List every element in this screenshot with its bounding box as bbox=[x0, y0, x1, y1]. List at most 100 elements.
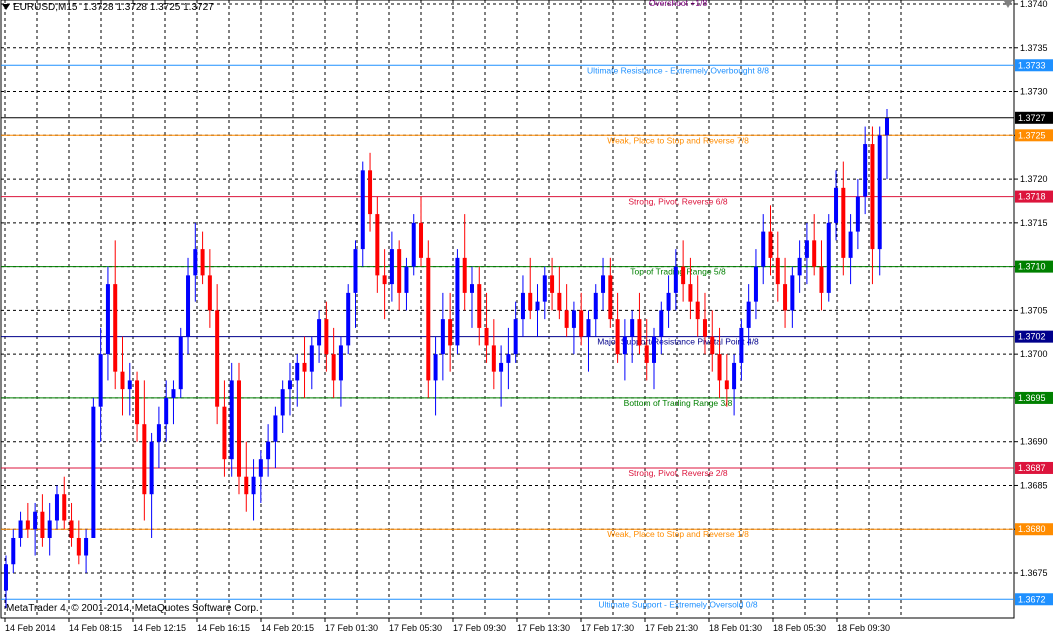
candle-body bbox=[702, 319, 707, 337]
level-price-tag bbox=[1015, 593, 1053, 606]
ohlc-values: 1.3728 1.3728 1.3725 1.3727 bbox=[83, 2, 214, 13]
candle-body bbox=[280, 389, 285, 416]
candle-body bbox=[477, 284, 482, 328]
level-label: Strong, Pivot, Reverse 2/8 bbox=[628, 468, 727, 478]
candle-body bbox=[54, 494, 59, 521]
candle-body bbox=[834, 187, 839, 223]
candle-body bbox=[513, 319, 518, 355]
level-price-tag-text: 1.3733 bbox=[1018, 60, 1046, 70]
candle-body bbox=[863, 144, 868, 197]
candle-body bbox=[615, 319, 620, 355]
candle-body bbox=[426, 257, 431, 381]
candle-body bbox=[258, 459, 263, 477]
level-price-tag bbox=[1015, 330, 1053, 343]
candle-body bbox=[324, 319, 329, 355]
candle-body bbox=[783, 284, 788, 311]
current-price-tag bbox=[1015, 111, 1053, 124]
candle-body bbox=[557, 292, 562, 311]
candle-body bbox=[681, 266, 686, 285]
x-tick-label: 14 Feb 16:15 bbox=[197, 623, 250, 633]
y-tick-label: 1.3700 bbox=[1020, 349, 1048, 359]
level-label: Strong, Pivot, Reverse 6/8 bbox=[628, 197, 727, 207]
dropdown-triangle-icon bbox=[2, 4, 10, 11]
candle-body bbox=[797, 257, 802, 276]
candle-body bbox=[360, 170, 365, 250]
candle-body bbox=[368, 170, 373, 215]
y-tick-label: 1.3730 bbox=[1020, 87, 1048, 97]
chart-shift-icon bbox=[1004, 1, 1012, 8]
candle-body bbox=[164, 397, 169, 425]
candle-body bbox=[419, 222, 424, 258]
level-price-tag bbox=[1015, 391, 1053, 404]
candle-body bbox=[229, 380, 234, 460]
candle-body bbox=[186, 275, 191, 337]
candle-body bbox=[732, 362, 737, 390]
candle-body bbox=[630, 319, 635, 337]
y-tick-label: 1.3735 bbox=[1020, 43, 1048, 53]
candle-body bbox=[564, 310, 569, 328]
level-price-tag-text: 1.3718 bbox=[1018, 192, 1046, 202]
level-label: Bottom of Trading Range 3/8 bbox=[624, 398, 733, 408]
candle-body bbox=[462, 257, 467, 293]
x-tick-label: 17 Feb 13:30 bbox=[517, 623, 570, 633]
x-tick-label: 14 Feb 08:15 bbox=[69, 623, 122, 633]
level-price-tag-text: 1.3687 bbox=[1018, 463, 1046, 473]
candle-body bbox=[506, 354, 511, 363]
candle-body bbox=[637, 319, 642, 346]
candle-body bbox=[4, 564, 8, 591]
candle-body bbox=[295, 362, 300, 381]
candle-body bbox=[149, 441, 154, 495]
candle-body bbox=[695, 301, 700, 320]
candle-body bbox=[885, 117, 889, 136]
candle-body bbox=[273, 415, 278, 442]
level-price-tag bbox=[1015, 260, 1053, 273]
x-tick-label: 14 Feb 20:15 bbox=[261, 623, 314, 633]
candle-body bbox=[484, 327, 489, 346]
candle-body bbox=[317, 319, 322, 346]
candle-body bbox=[18, 520, 23, 538]
candle-body bbox=[40, 511, 45, 538]
candle-body bbox=[76, 537, 81, 556]
candle-body bbox=[84, 537, 89, 556]
level-price-tag bbox=[1015, 59, 1053, 72]
candle-body bbox=[542, 275, 547, 302]
candle-body bbox=[389, 249, 394, 285]
candle-body bbox=[127, 380, 132, 390]
chart-header: EURUSD,M15 1.3728 1.3728 1.3725 1.3727 bbox=[2, 2, 214, 13]
candle-body bbox=[659, 310, 664, 337]
candle-body bbox=[346, 292, 351, 346]
x-tick-label: 14 Feb 2014 bbox=[5, 623, 56, 633]
candle-body bbox=[746, 301, 751, 328]
level-label: Ultimate Support - Extremely Oversold 0/… bbox=[598, 599, 757, 609]
level-price-tag bbox=[1015, 461, 1053, 474]
candle-body bbox=[491, 345, 496, 372]
candle-body bbox=[178, 336, 183, 390]
candle-body bbox=[200, 249, 205, 276]
level-price-tag-text: 1.3725 bbox=[1018, 130, 1046, 140]
y-tick-label: 1.3720 bbox=[1020, 174, 1048, 184]
candle-body bbox=[571, 310, 576, 328]
candle-body bbox=[739, 327, 744, 363]
candle-body bbox=[207, 275, 212, 311]
candle-body bbox=[309, 345, 314, 372]
y-tick-label: 1.3715 bbox=[1020, 218, 1048, 228]
level-price-tag bbox=[1015, 190, 1053, 203]
candle-body bbox=[804, 240, 809, 258]
candle-body bbox=[775, 257, 780, 285]
candle-body bbox=[717, 354, 722, 381]
x-tick-label: 18 Feb 09:30 bbox=[837, 623, 890, 633]
candle-body bbox=[375, 214, 380, 276]
candle-body bbox=[520, 292, 525, 320]
level-price-tag bbox=[1015, 523, 1053, 536]
candle-body bbox=[768, 231, 773, 258]
candle-body bbox=[440, 319, 445, 355]
candle-body bbox=[455, 257, 460, 346]
x-tick-label: 17 Feb 05:30 bbox=[389, 623, 442, 633]
candle-body bbox=[550, 275, 555, 293]
candle-body bbox=[499, 362, 504, 372]
candle-body bbox=[98, 354, 103, 407]
candle-body bbox=[331, 354, 336, 381]
y-tick-label: 1.3685 bbox=[1020, 480, 1048, 490]
